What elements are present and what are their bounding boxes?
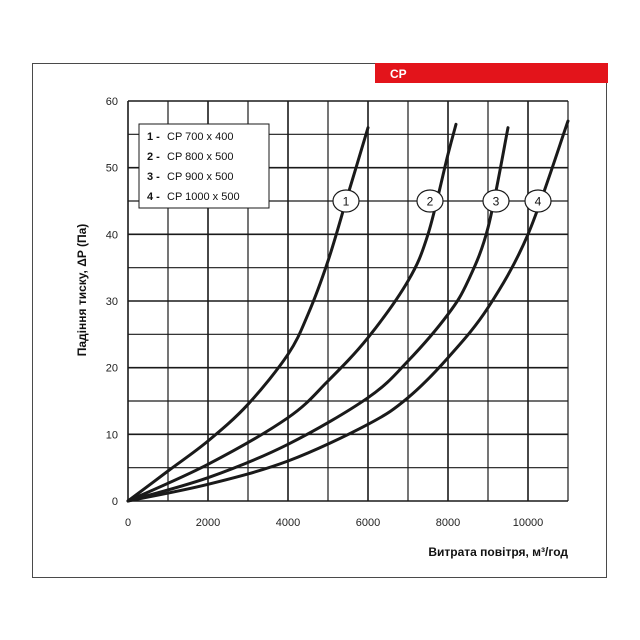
- legend-entry: CP 900 x 500: [167, 171, 233, 183]
- curve-label-text: 4: [535, 195, 542, 209]
- curve-label-circle: [524, 189, 552, 213]
- y-tick-label: 0: [112, 496, 118, 508]
- y-tick-label: 20: [106, 363, 118, 375]
- series-line-4: [126, 119, 570, 503]
- legend-entry: CP 800 x 500: [167, 151, 233, 163]
- x-tick-label: 2000: [196, 517, 220, 529]
- legend-entry: CP 1000 x 500: [167, 191, 240, 203]
- y-tick-label: 60: [106, 96, 118, 108]
- legend-number: 4 -: [147, 191, 160, 203]
- y-tick-label: 10: [106, 429, 118, 441]
- curve-label-text: 2: [427, 195, 434, 209]
- curve-label-text: 3: [493, 195, 500, 209]
- x-tick-label: 4000: [276, 517, 300, 529]
- y-axis-label: Падіння тиску, ΔP (Па): [75, 224, 89, 357]
- legend-number: 2 -: [147, 151, 160, 163]
- header-badge-label: CP: [390, 67, 407, 81]
- x-axis-label: Витрата повітря, м³/год: [428, 545, 568, 559]
- chart-frame: [32, 63, 607, 578]
- series-line-3: [126, 126, 510, 503]
- curve-label-circle: [416, 189, 444, 213]
- legend-number: 1 -: [147, 131, 160, 143]
- curve-label-circle: [332, 189, 360, 213]
- legend-box: [138, 123, 270, 209]
- series-line-2: [126, 122, 458, 503]
- header-badge: [375, 63, 608, 83]
- x-tick-label: 10000: [513, 517, 544, 529]
- y-tick-label: 40: [106, 229, 118, 241]
- legend-number: 3 -: [147, 171, 160, 183]
- legend-entry: CP 700 x 400: [167, 131, 233, 143]
- x-tick-label: 8000: [436, 517, 460, 529]
- x-tick-label: 6000: [356, 517, 380, 529]
- curve-label-circle: [482, 189, 510, 213]
- y-tick-label: 50: [106, 163, 118, 175]
- curve-label-text: 1: [343, 195, 350, 209]
- y-tick-label: 30: [106, 296, 118, 308]
- x-tick-label: 0: [125, 517, 131, 529]
